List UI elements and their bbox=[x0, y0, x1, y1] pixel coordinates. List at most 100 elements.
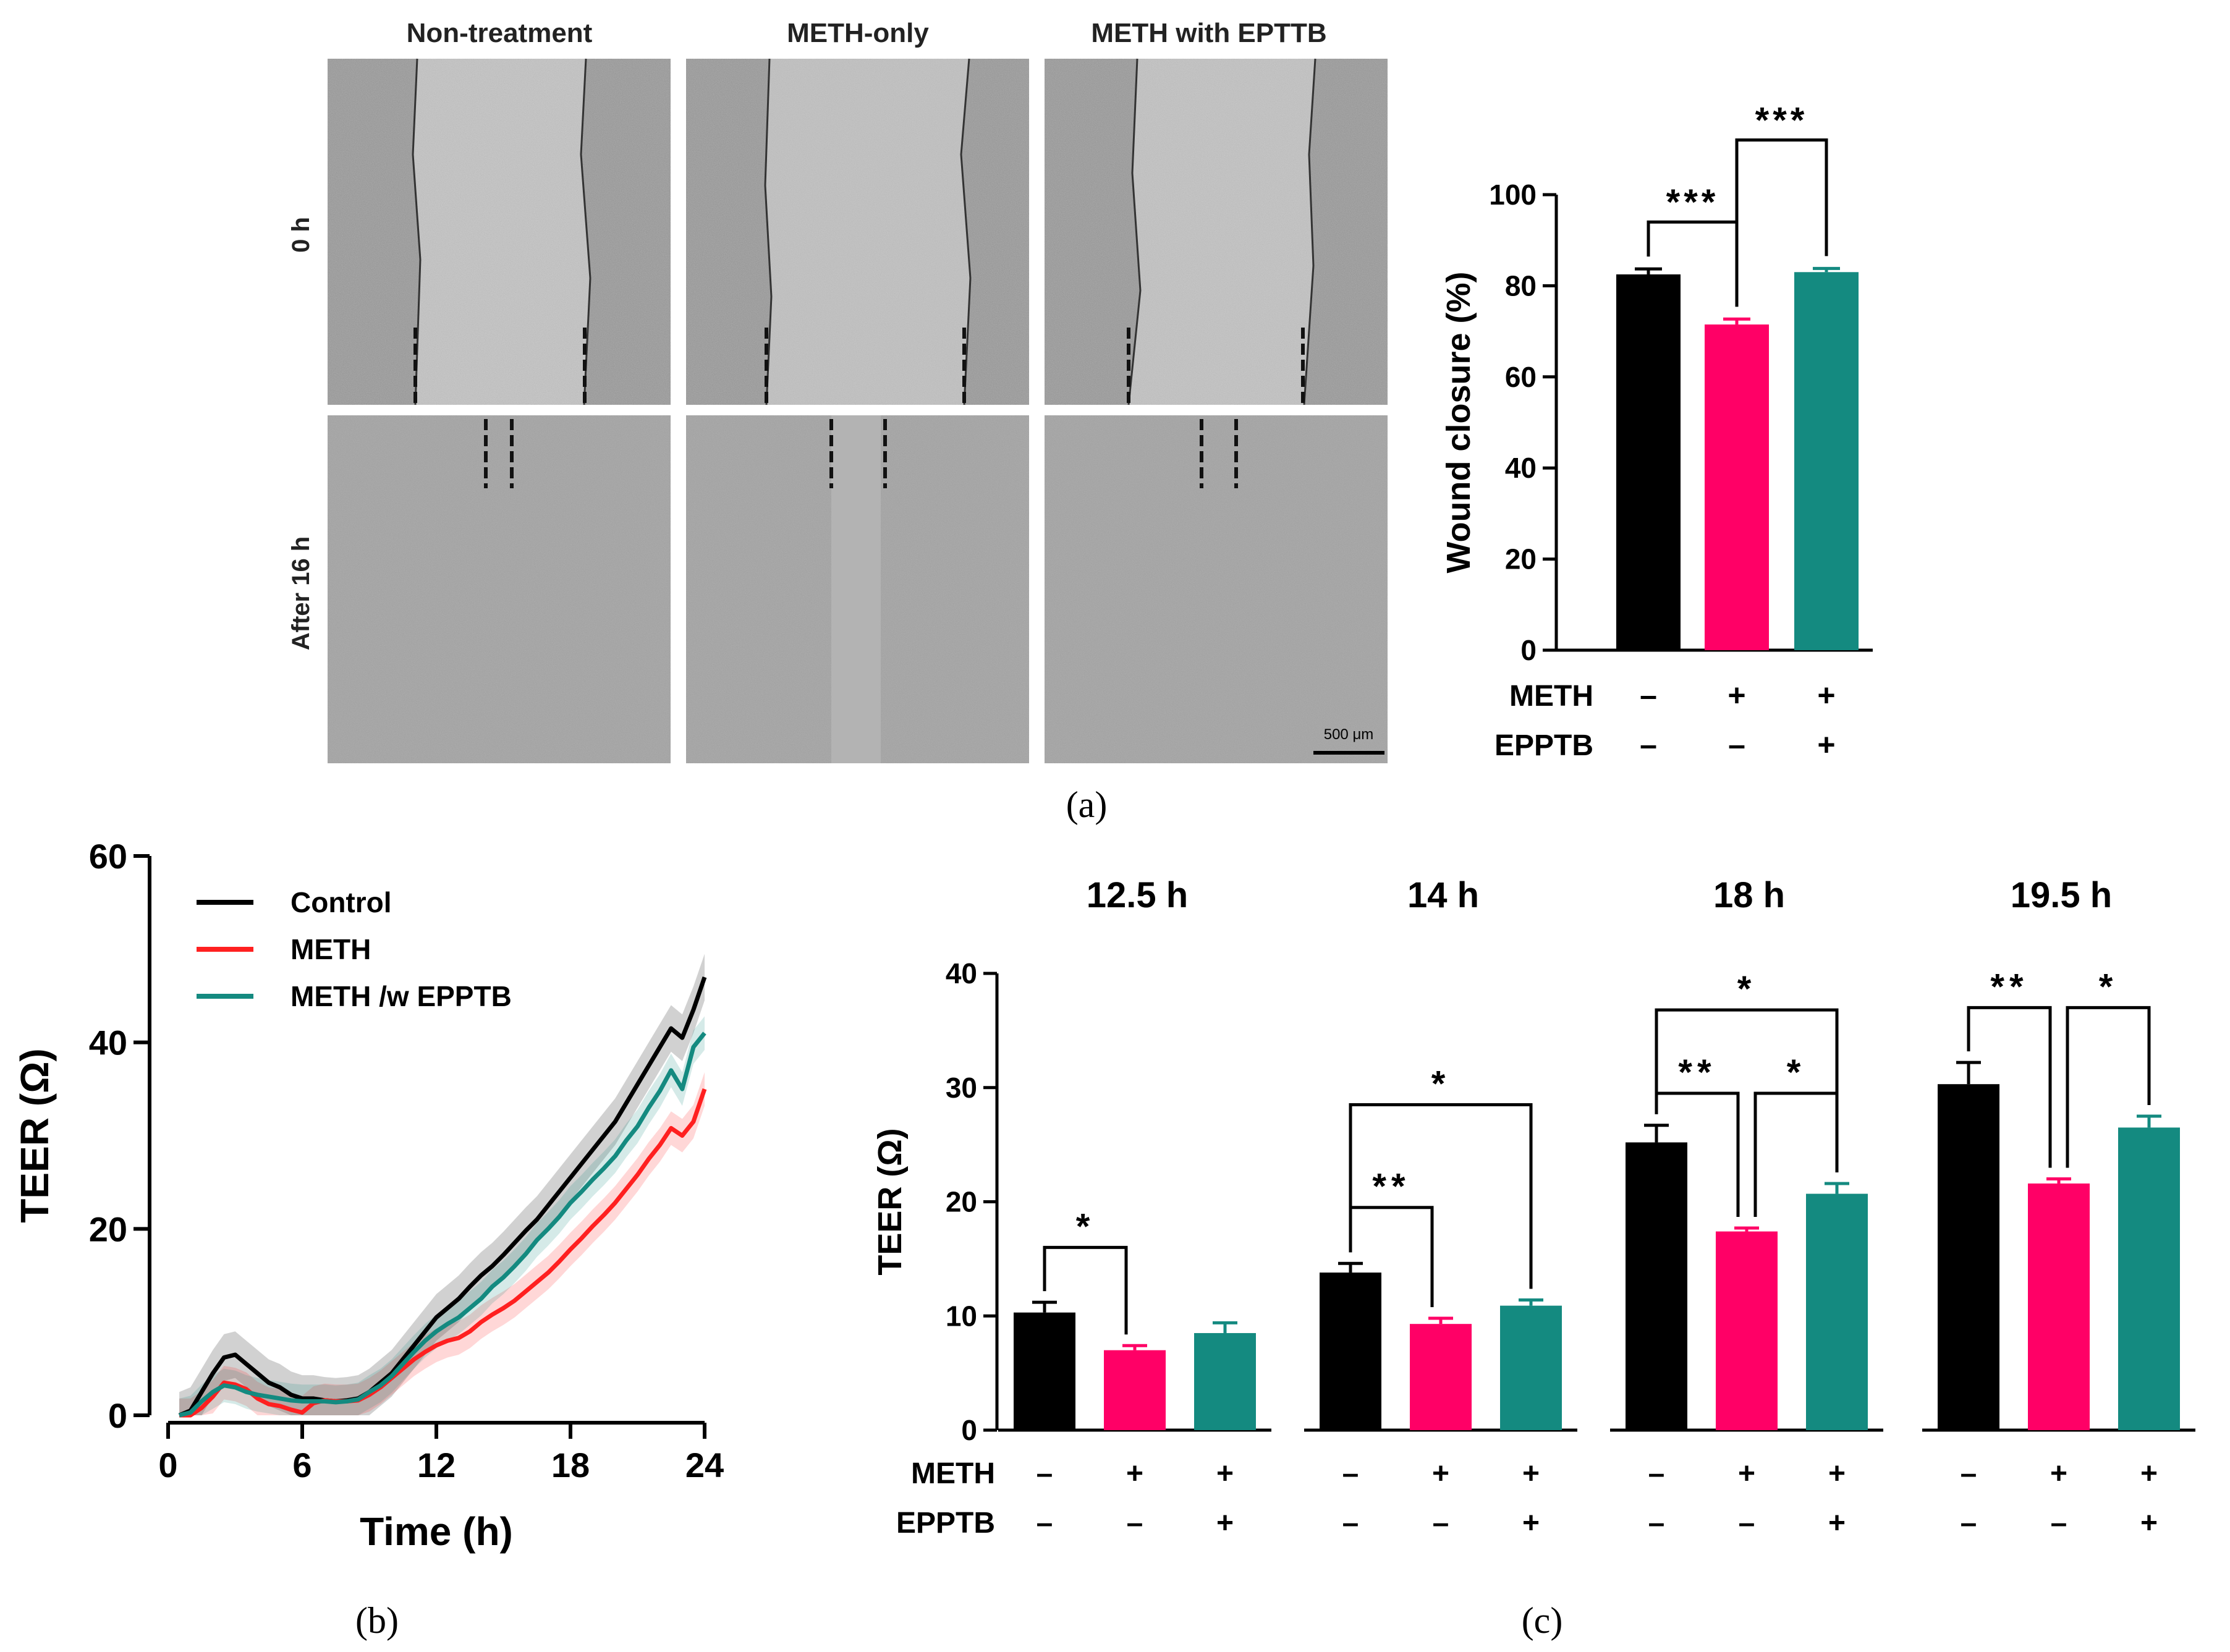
x-axis-label: Time (h) bbox=[360, 1509, 513, 1554]
condition-sign: + bbox=[1432, 1457, 1449, 1490]
condition-sign: – bbox=[1433, 1507, 1449, 1540]
condition-sign: – bbox=[1037, 1457, 1053, 1490]
condition-label: METH bbox=[1509, 680, 1593, 713]
condition-sign: + bbox=[1738, 1457, 1755, 1490]
significance-bracket bbox=[1967, 1006, 2052, 1168]
y-axis-label: Wound closure (%) bbox=[1440, 271, 1477, 573]
significance-label: ** bbox=[1678, 1053, 1716, 1093]
significance-label: *** bbox=[1755, 101, 1808, 141]
y-axis-label: TEER (Ω) bbox=[12, 1048, 57, 1222]
micrograph-meth-only-16h bbox=[686, 415, 1029, 763]
significance-bracket bbox=[1655, 1008, 1839, 1172]
y-tick-label: 60 bbox=[89, 837, 127, 876]
significance-label: * bbox=[1787, 1053, 1806, 1093]
y-tick-label: 0 bbox=[961, 1414, 977, 1446]
significance-label: * bbox=[1076, 1206, 1095, 1247]
row-label-after-16h: After 16 h bbox=[287, 536, 315, 651]
condition-label: EPPTB bbox=[1494, 729, 1593, 762]
legend-label: METH /w EPPTB bbox=[290, 980, 512, 1012]
panel-label-b: (b) bbox=[355, 1600, 399, 1641]
condition-sign: – bbox=[1342, 1507, 1359, 1540]
y-tick-label: 80 bbox=[1505, 269, 1537, 302]
bar bbox=[2028, 1183, 2090, 1430]
series-band bbox=[179, 1016, 705, 1415]
bar bbox=[1705, 324, 1769, 650]
significance-label: *** bbox=[1666, 182, 1719, 222]
y-tick-label: 30 bbox=[946, 1072, 977, 1104]
significance-label: * bbox=[1737, 969, 1757, 1009]
micrograph-meth-epttb-16h: 500 μm bbox=[1045, 415, 1388, 763]
bar bbox=[1794, 272, 1859, 650]
series-line bbox=[178, 976, 707, 1418]
bar bbox=[1194, 1332, 1256, 1430]
significance-label: ** bbox=[1990, 967, 2028, 1007]
condition-sign: + bbox=[1728, 678, 1745, 713]
x-tick-label: 24 bbox=[685, 1446, 724, 1485]
row-label-0h: 0 h bbox=[287, 217, 315, 253]
significance-bracket bbox=[1349, 1103, 1533, 1289]
condition-sign: – bbox=[1739, 1507, 1755, 1540]
condition-sign: + bbox=[1522, 1457, 1540, 1490]
bar bbox=[1014, 1312, 1075, 1430]
micrograph-meth-epttb-0h bbox=[1045, 58, 1388, 405]
condition-sign: – bbox=[2051, 1507, 2067, 1540]
series-line bbox=[179, 1031, 706, 1418]
x-tick-label: 12 bbox=[417, 1446, 456, 1485]
bar bbox=[2118, 1127, 2180, 1430]
column-title-meth-epttb: METH with EPTTB bbox=[1091, 18, 1326, 48]
y-axis-label: TEER (Ω) bbox=[871, 1128, 909, 1275]
y-tick-label: 40 bbox=[1505, 452, 1537, 484]
condition-sign: + bbox=[1828, 1457, 1846, 1490]
group-title: 12.5 h bbox=[1087, 875, 1188, 915]
condition-label: METH bbox=[911, 1457, 995, 1490]
condition-sign: + bbox=[2140, 1507, 2158, 1540]
bar bbox=[1500, 1305, 1562, 1430]
bar bbox=[1410, 1324, 1472, 1430]
condition-sign: + bbox=[1522, 1507, 1540, 1540]
condition-sign: – bbox=[1127, 1507, 1143, 1540]
legend-label: Control bbox=[290, 886, 392, 918]
condition-sign: – bbox=[1037, 1507, 1053, 1540]
condition-sign: – bbox=[1640, 727, 1657, 762]
condition-sign: – bbox=[1648, 1457, 1665, 1490]
panel-label-c: (c) bbox=[1522, 1600, 1563, 1641]
condition-sign: + bbox=[2140, 1457, 2158, 1490]
y-tick-label: 40 bbox=[89, 1023, 127, 1062]
bar bbox=[1616, 274, 1681, 651]
y-tick-label: 40 bbox=[946, 957, 977, 989]
bar bbox=[1320, 1273, 1381, 1430]
bar bbox=[1626, 1142, 1687, 1430]
condition-sign: + bbox=[2050, 1457, 2067, 1490]
significance-bracket bbox=[1043, 1245, 1128, 1335]
column-title-non-treatment: Non-treatment bbox=[407, 18, 593, 48]
bar bbox=[1806, 1193, 1868, 1430]
x-tick-label: 6 bbox=[292, 1446, 312, 1485]
micrograph-non-treatment-16h bbox=[328, 415, 671, 763]
condition-sign: – bbox=[1648, 1507, 1665, 1540]
panel-label-a: (a) bbox=[1066, 784, 1108, 825]
series-band bbox=[179, 1072, 705, 1415]
condition-sign: – bbox=[1342, 1457, 1359, 1490]
condition-sign: + bbox=[1216, 1457, 1234, 1490]
condition-sign: + bbox=[1817, 678, 1835, 713]
significance-bracket bbox=[1735, 138, 1828, 307]
y-tick-label: 10 bbox=[946, 1300, 977, 1332]
condition-sign: – bbox=[1640, 678, 1657, 713]
bar bbox=[1104, 1350, 1166, 1430]
series-band bbox=[179, 954, 705, 1415]
y-tick-label: 20 bbox=[946, 1186, 977, 1218]
wound-closure-chart: 0 20 40 60 80 100 Wound closure (%) METH – + + EPPT… bbox=[1440, 101, 1873, 762]
significance-label: ** bbox=[1372, 1167, 1410, 1207]
condition-sign: – bbox=[1961, 1507, 1977, 1540]
condition-sign: + bbox=[1817, 727, 1835, 762]
teer-time-chart: 0 20 40 60 0 6 12 18 24 TEER (Ω) Time (h) Control ME… bbox=[12, 837, 724, 1554]
y-tick-label: 100 bbox=[1489, 179, 1537, 211]
condition-sign: + bbox=[1828, 1507, 1846, 1540]
y-tick-label: 0 bbox=[108, 1396, 127, 1435]
bar bbox=[1938, 1084, 1999, 1430]
series-line bbox=[179, 1088, 707, 1418]
y-tick-label: 20 bbox=[89, 1209, 127, 1248]
micrograph-non-treatment-0h bbox=[328, 58, 671, 405]
